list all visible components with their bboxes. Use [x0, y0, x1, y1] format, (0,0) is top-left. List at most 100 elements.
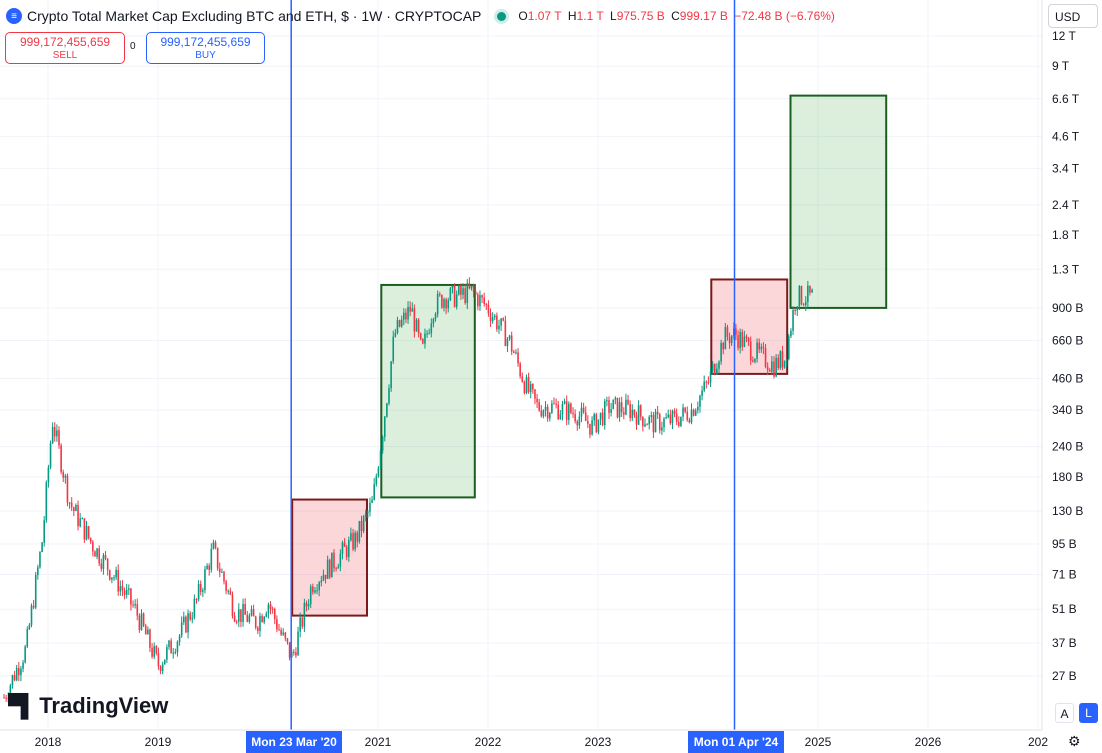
candle-body	[419, 333, 422, 340]
candle-body	[637, 405, 640, 425]
candle-body	[214, 542, 217, 548]
candle-body	[210, 549, 213, 570]
price-axis: 27 B 37 B 51 B 71 B 95 B 130 B 180 B 240 B 340 B…	[1052, 29, 1083, 683]
candle-body	[445, 299, 447, 309]
tradingview-mark-icon: ▀▌	[8, 693, 36, 718]
target-range-box	[789, 94, 888, 309]
gear-icon[interactable]: ⚙	[1068, 733, 1081, 749]
candle-body	[13, 675, 16, 681]
candle-body	[77, 505, 79, 527]
candle-body	[89, 537, 92, 542]
target-range-box	[380, 283, 476, 499]
candle-body	[161, 664, 164, 672]
candle-body	[754, 358, 756, 362]
candle-body	[582, 407, 585, 413]
candle-body	[278, 629, 280, 631]
candle-body	[66, 475, 69, 503]
candle-body	[297, 631, 299, 656]
candle-body	[610, 409, 612, 413]
candle-body	[343, 542, 346, 547]
candle-body	[574, 414, 576, 422]
candle-body	[652, 415, 655, 433]
candlestick-series	[3, 277, 813, 703]
candle-body	[807, 285, 809, 303]
candle-body	[37, 567, 39, 575]
candle-body	[121, 586, 124, 591]
chart-grid	[0, 0, 1042, 730]
candle-body	[631, 409, 634, 419]
candle-body	[328, 559, 331, 578]
candle-body	[149, 629, 151, 648]
candle-body	[417, 319, 420, 334]
candle-body	[62, 472, 65, 478]
candle-body	[671, 410, 674, 424]
candle-body	[627, 399, 629, 405]
candle-body	[176, 641, 179, 653]
candle-body	[546, 406, 549, 419]
candle-body	[111, 577, 113, 580]
candle-body	[654, 411, 657, 433]
candle-body	[735, 328, 737, 336]
price-tick-label: 660 B	[1052, 333, 1083, 347]
candle-body	[792, 310, 794, 331]
candle-body	[257, 627, 259, 631]
candle-body	[189, 613, 191, 620]
candle-body	[711, 364, 714, 372]
candle-body	[709, 371, 712, 383]
candle-body	[608, 400, 610, 413]
chart-header: ≡ Crypto Total Market Cap Excluding BTC …	[0, 0, 1040, 32]
log-scale-button[interactable]: L	[1079, 703, 1098, 723]
candle-body	[697, 406, 699, 411]
candle-body	[455, 294, 458, 307]
auto-scale-button[interactable]: A	[1055, 703, 1074, 723]
candle-body	[400, 319, 403, 327]
candle-body	[682, 407, 684, 417]
price-tick-label: 1.8 T	[1052, 228, 1080, 242]
candle-body	[563, 401, 566, 404]
candle-body	[301, 617, 304, 627]
candle-body	[199, 584, 202, 592]
candle-body	[639, 405, 642, 417]
candle-body	[92, 541, 94, 552]
candle-body	[565, 401, 568, 420]
sell-button[interactable]: 999,172,455,659 SELL	[5, 32, 125, 64]
candle-body	[79, 518, 81, 527]
candle-body	[185, 616, 187, 633]
candle-body	[252, 609, 255, 617]
candle-body	[779, 351, 782, 369]
candle-body	[432, 318, 435, 324]
candle-body	[326, 559, 329, 579]
buy-button[interactable]: 999,172,455,659 BUY	[146, 32, 265, 64]
candle-body	[293, 651, 295, 653]
candle-body	[28, 625, 31, 630]
candle-body	[350, 533, 352, 541]
price-tick-label: 1.3 T	[1052, 262, 1080, 276]
candle-body	[96, 548, 98, 557]
candle-body	[648, 416, 650, 425]
candle-body	[227, 590, 230, 592]
candle-body	[49, 443, 52, 468]
candle-body	[142, 613, 145, 626]
candle-body	[597, 419, 600, 433]
time-tick-label: 2021	[365, 735, 392, 749]
candle-body	[18, 667, 20, 676]
candle-body	[305, 603, 308, 607]
symbol-title[interactable]: Crypto Total Market Cap Excluding BTC an…	[27, 8, 482, 24]
candle-body	[534, 389, 536, 399]
candle-body	[9, 685, 12, 698]
candle-body	[388, 388, 390, 404]
candle-body	[269, 604, 272, 609]
currency-select[interactable]: USD	[1048, 4, 1098, 28]
candle-body	[354, 532, 356, 550]
candle-body	[403, 312, 405, 320]
candle-body	[286, 638, 289, 643]
candle-body	[168, 640, 170, 648]
buy-price: 999,172,455,659	[160, 35, 251, 49]
candle-body	[713, 364, 716, 375]
candle-body	[707, 382, 710, 384]
candle-body	[322, 574, 325, 581]
candle-body	[481, 295, 483, 298]
buy-label: BUY	[195, 50, 216, 61]
candle-body	[73, 507, 75, 511]
